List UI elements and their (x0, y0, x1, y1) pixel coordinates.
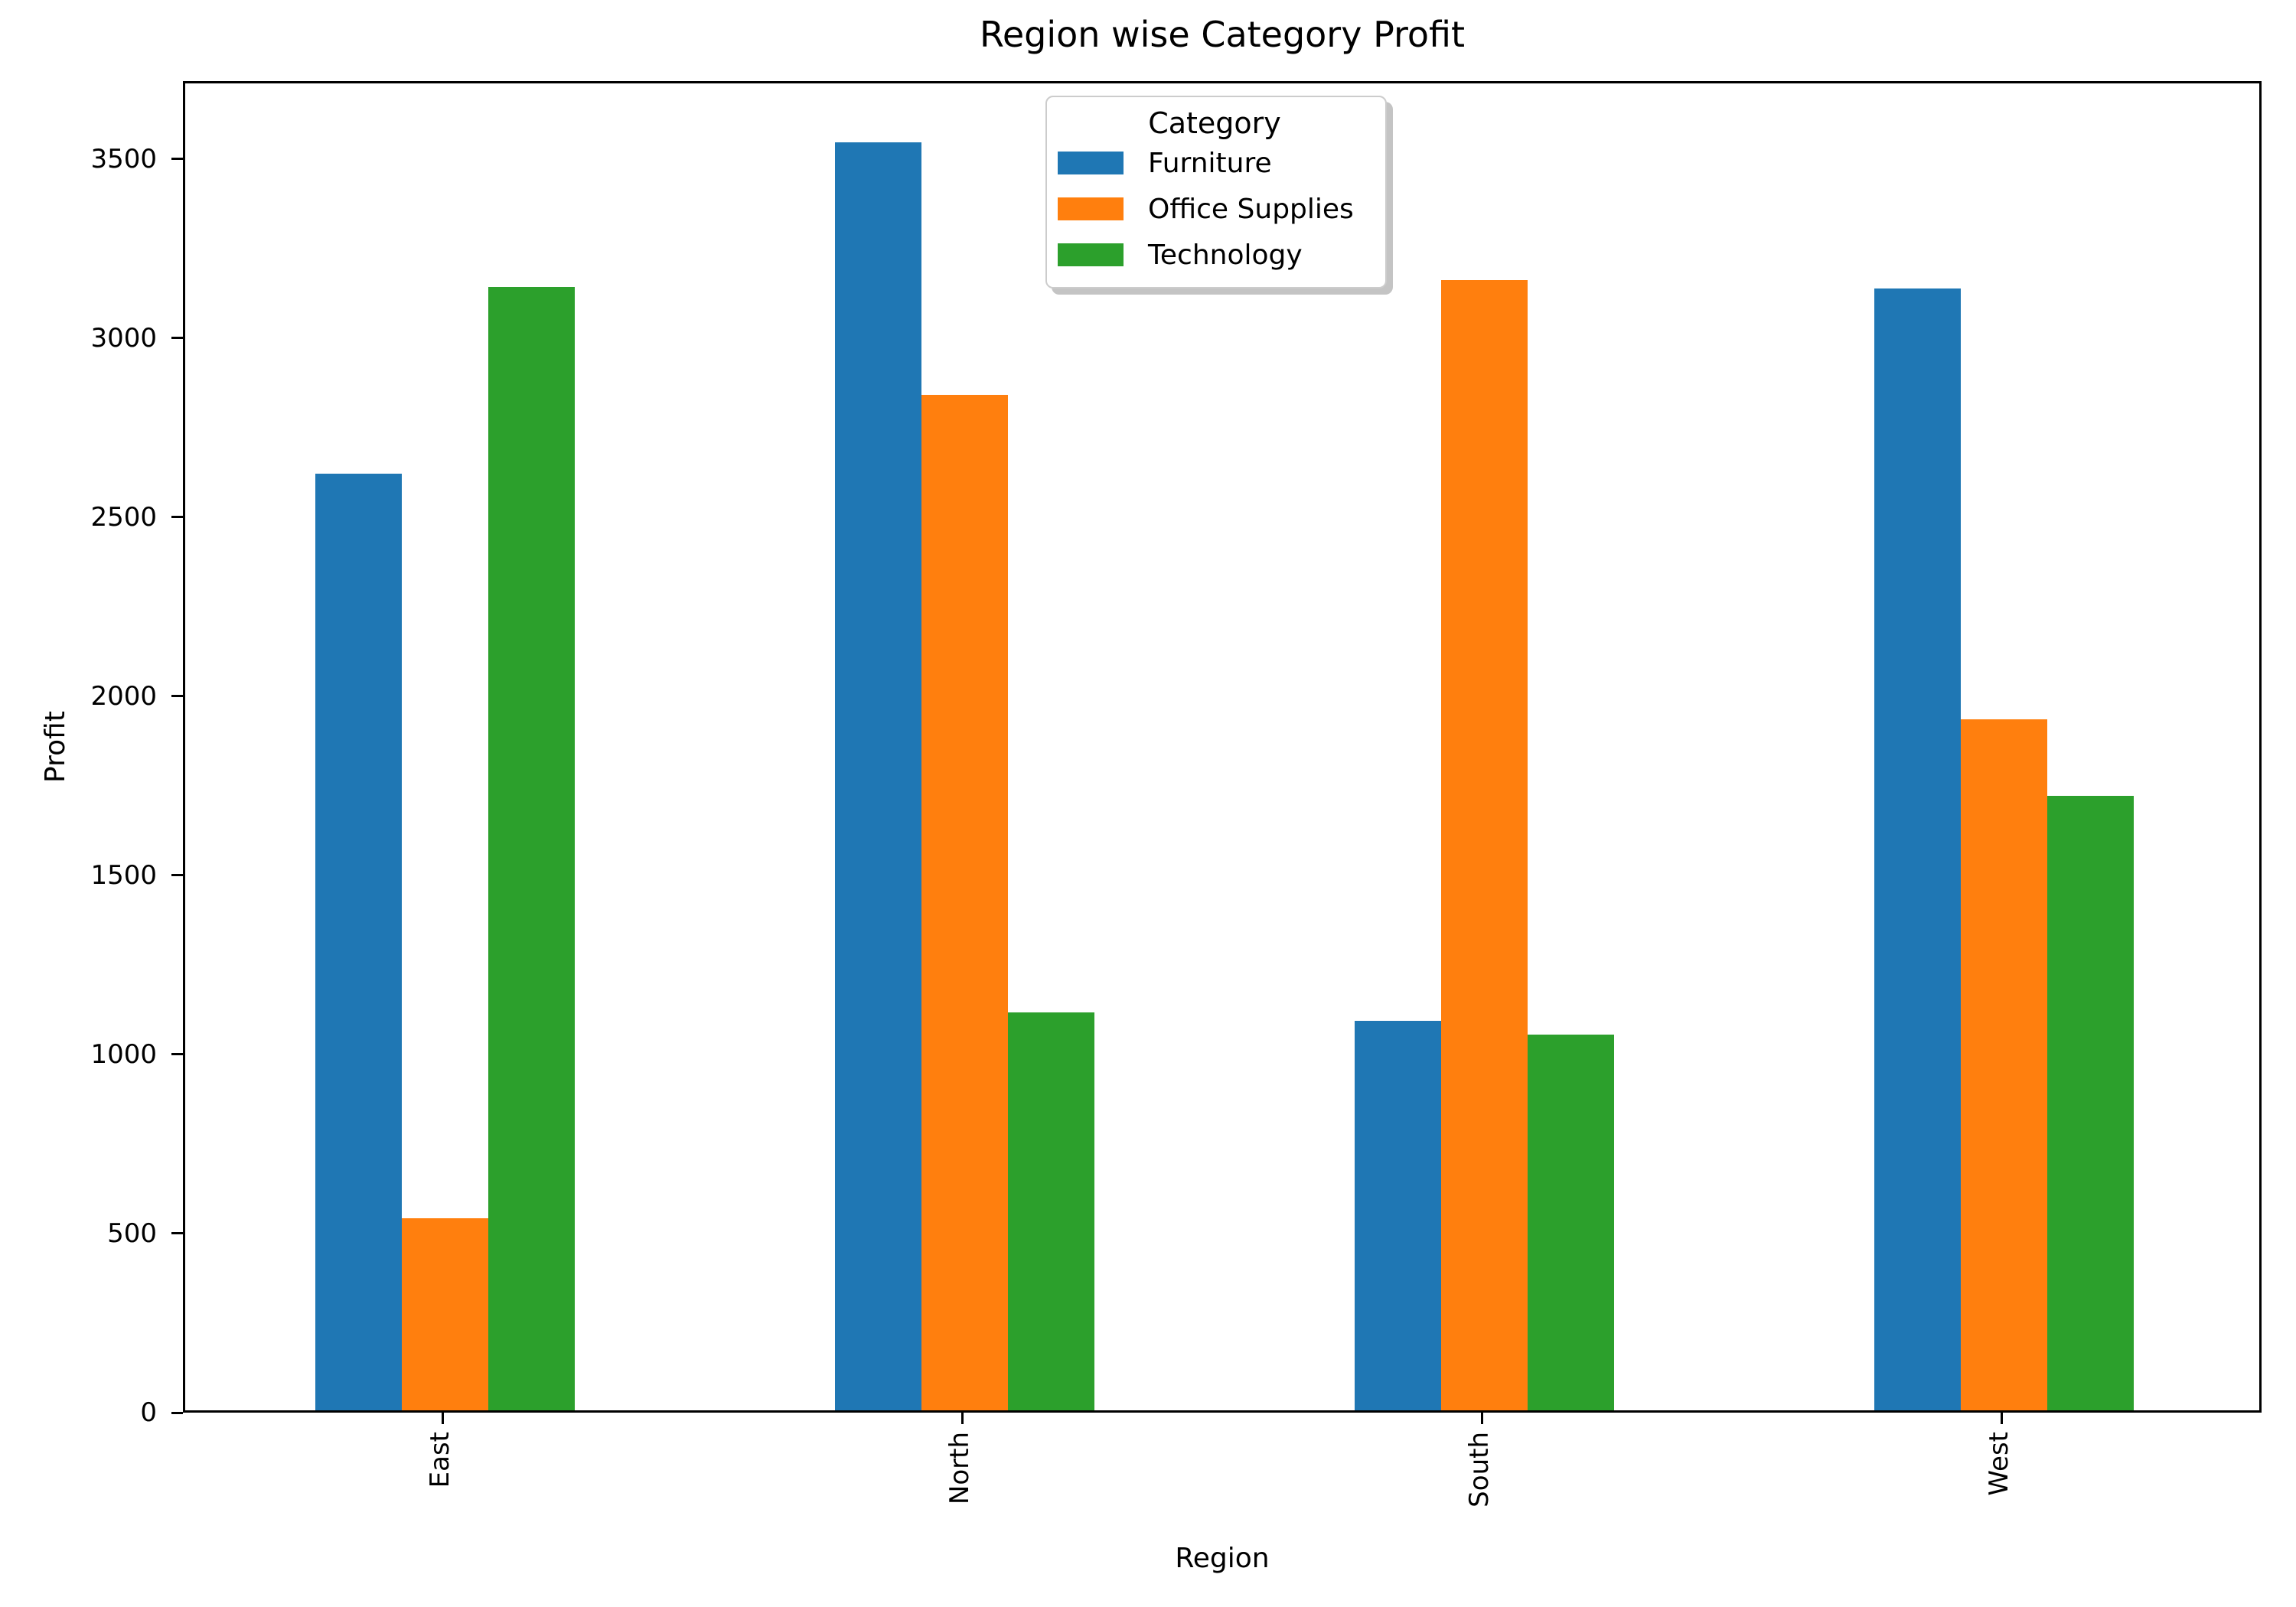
bar-north-technology (1008, 1012, 1095, 1410)
x-tick-mark-east (442, 1413, 444, 1424)
y-tick-label-500: 500 (107, 1217, 157, 1249)
legend-swatch-icon (1058, 197, 1124, 220)
y-tick-mark-1500 (171, 874, 183, 877)
legend-swatch-icon (1058, 243, 1124, 266)
x-axis-label: Region (1175, 1543, 1270, 1574)
bar-west-technology (2047, 796, 2135, 1410)
chart-title: Region wise Category Profit (979, 14, 1466, 55)
legend-entry-office-supplies: Office Supplies (1058, 186, 1371, 232)
y-tick-mark-1000 (171, 1053, 183, 1056)
legend-rows: Furniture Office Supplies Technology (1058, 140, 1371, 278)
legend-entry-technology: Technology (1058, 232, 1371, 278)
y-tick-label-3500: 3500 (90, 143, 157, 174)
bar-south-office-supplies (1440, 280, 1528, 1410)
y-tick-mark-500 (171, 1232, 183, 1235)
y-tick-mark-0 (171, 1411, 183, 1414)
bar-west-office-supplies (1960, 719, 2048, 1410)
x-tick-mark-south (1481, 1413, 1483, 1424)
legend: Category Furniture Office Supplies Technol… (1045, 96, 1387, 288)
bar-north-furniture (834, 142, 921, 1410)
bar-west-furniture (1874, 288, 1961, 1410)
y-tick-mark-3500 (171, 158, 183, 161)
legend-entry-furniture: Furniture (1058, 140, 1371, 186)
y-tick-label-3000: 3000 (90, 322, 157, 354)
plot-area (183, 81, 2262, 1413)
y-axis-label: Profit (40, 711, 71, 783)
x-tick-label-south: South (1463, 1432, 1495, 1508)
bar-east-furniture (315, 473, 402, 1410)
legend-swatch-icon (1058, 152, 1124, 174)
y-tick-label-2500: 2500 (90, 501, 157, 533)
legend-label: Furniture (1148, 147, 1272, 179)
y-tick-label-1500: 1500 (90, 859, 157, 891)
bar-east-office-supplies (401, 1218, 489, 1410)
x-tick-label-west: West (1983, 1432, 2014, 1496)
legend-label: Technology (1148, 239, 1303, 271)
x-tick-mark-west (2001, 1413, 2003, 1424)
bar-south-furniture (1354, 1020, 1441, 1410)
x-tick-label-north: North (944, 1432, 975, 1505)
y-tick-mark-2500 (171, 516, 183, 519)
legend-label: Office Supplies (1148, 193, 1354, 225)
y-tick-label-2000: 2000 (90, 680, 157, 712)
y-tick-label-1000: 1000 (90, 1038, 157, 1070)
x-tick-label-east: East (424, 1432, 455, 1488)
bar-south-technology (1528, 1034, 1615, 1410)
y-tick-mark-3000 (171, 337, 183, 340)
y-tick-mark-2000 (171, 695, 183, 698)
legend-title: Category (1148, 106, 1281, 140)
y-tick-label-0: 0 (140, 1397, 157, 1428)
bar-north-office-supplies (921, 394, 1009, 1410)
x-tick-mark-north (961, 1413, 964, 1424)
bar-east-technology (488, 287, 576, 1410)
